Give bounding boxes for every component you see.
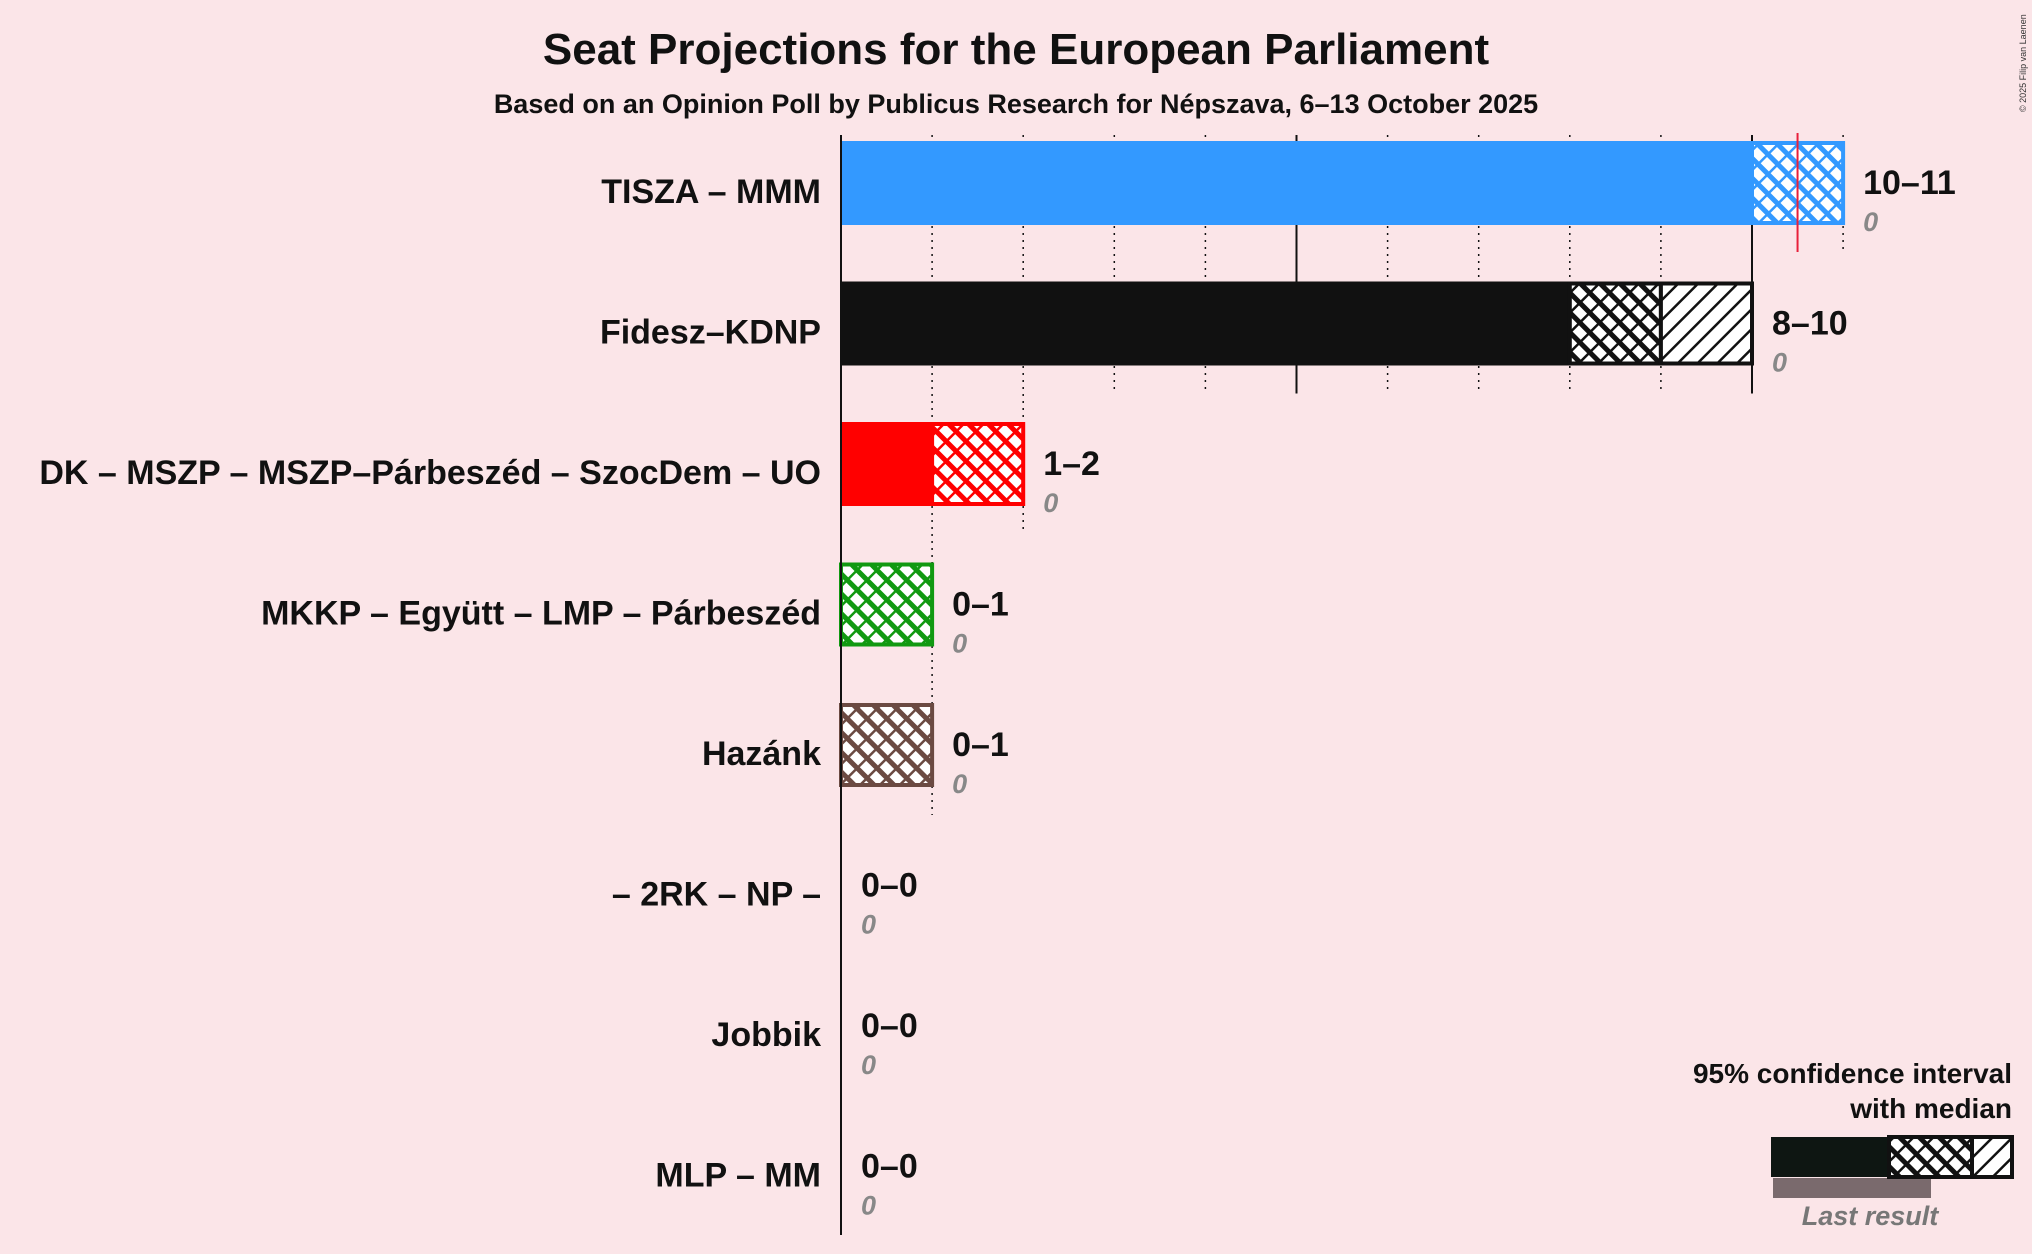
range-label: 8–10 — [1772, 305, 1848, 343]
party-row: DK – MSZP – MSZP–Párbeszéd – SzocDem – U… — [39, 422, 1100, 518]
ci-upper-hatch-bar — [930, 422, 1026, 506]
party-label: Fidesz–KDNP — [600, 314, 821, 352]
ci-lower-hatch-bar — [1567, 281, 1663, 366]
party-label: MLP – MM — [655, 1157, 821, 1195]
party-row: Fidesz–KDNP 8–10 0 — [600, 281, 1848, 378]
party-row: – 2RK – NP – 0–0 0 — [612, 867, 918, 940]
party-label: MKKP – Együtt – LMP – Párbeszéd — [261, 595, 821, 633]
last-result-label: 0 — [1863, 207, 1878, 237]
range-label: 0–0 — [861, 1148, 918, 1186]
last-result-label: 0 — [861, 1050, 876, 1080]
party-row: Jobbik 0–0 0 — [711, 1007, 917, 1080]
party-label: Jobbik — [711, 1016, 821, 1054]
last-result-label: 0 — [952, 769, 967, 799]
party-label: DK – MSZP – MSZP–Párbeszéd – SzocDem – U… — [39, 454, 821, 492]
ci-solid-bar — [841, 422, 933, 506]
range-label: 1–2 — [1043, 445, 1100, 483]
range-label: 0–0 — [861, 867, 918, 905]
ci-upper-hatch-bar — [1658, 281, 1755, 366]
last-result-label: 0 — [1043, 488, 1058, 518]
chart-legend: 95% confidence interval with median Last… — [1693, 1058, 2014, 1231]
last-result-label: 0 — [1772, 348, 1787, 378]
ci-upper-hatch-bar — [839, 562, 935, 647]
party-row: MKKP – Együtt – LMP – Párbeszéd 0–1 0 — [261, 562, 1009, 659]
range-label: 0–1 — [952, 726, 1009, 764]
range-label: 0–1 — [952, 586, 1009, 624]
party-row: Hazánk 0–1 0 — [702, 703, 1009, 799]
range-label: 10–11 — [1863, 164, 1956, 202]
ci-lower-hatch-bar — [839, 703, 935, 787]
legend-line-2: with median — [1849, 1093, 2012, 1124]
legend-last-result-bar — [1773, 1178, 1931, 1198]
party-label: TISZA – MMM — [601, 173, 821, 211]
last-result-label: 0 — [861, 1191, 876, 1221]
legend-hatch-segment — [1970, 1135, 2014, 1179]
last-result-label: 0 — [861, 910, 876, 940]
party-row: TISZA – MMM 10–11 0 — [601, 141, 1956, 237]
party-label: Hazánk — [702, 735, 821, 773]
chart-title: Seat Projections for the European Parlia… — [543, 25, 1490, 74]
legend-crosshatch-segment — [1887, 1135, 1974, 1179]
ci-solid-bar — [841, 281, 1570, 366]
last-result-label: 0 — [952, 629, 967, 659]
range-label: 0–0 — [861, 1007, 918, 1045]
copyright-notice: © 2025 Filip van Laenen — [2018, 14, 2028, 112]
legend-last-result-label: Last result — [1802, 1201, 1940, 1231]
chart-bars: TISZA – MMM 10–11 0 Fidesz–KDNP 8–10 0 DK – MS… — [39, 133, 1956, 1221]
chart-subtitle: Based on an Opinion Poll by Publicus Res… — [494, 89, 1538, 119]
ci-solid-bar — [841, 141, 1752, 225]
party-label: – 2RK – NP – — [612, 876, 821, 914]
legend-line-1: 95% confidence interval — [1693, 1058, 2012, 1089]
party-row: MLP – MM 0–0 0 — [655, 1148, 917, 1221]
legend-solid-segment — [1771, 1137, 1889, 1177]
